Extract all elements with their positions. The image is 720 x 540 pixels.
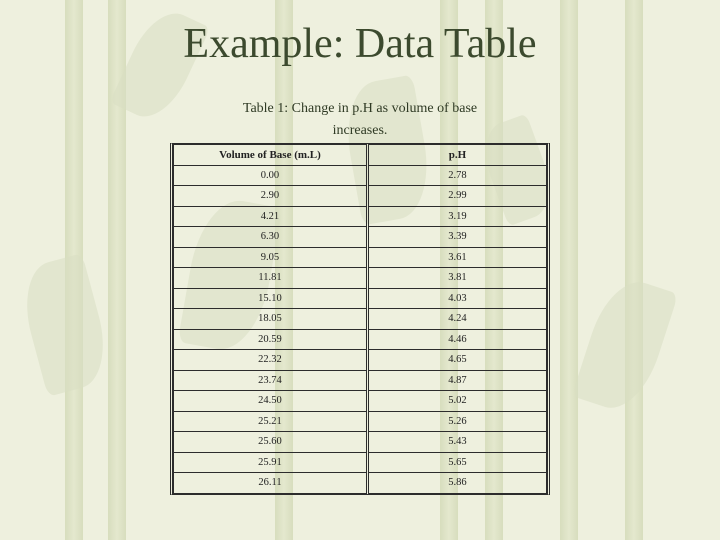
cell-volume: 22.32 [174,350,368,371]
column-header-ph: p.H [367,145,546,166]
cell-ph: 2.99 [367,186,546,207]
cell-ph: 5.43 [367,432,546,453]
cell-volume: 26.11 [174,473,368,494]
cell-ph: 5.26 [367,411,546,432]
cell-volume: 4.21 [174,206,368,227]
cell-ph: 5.02 [367,391,546,412]
cell-volume: 0.00 [174,165,368,186]
cell-ph: 3.19 [367,206,546,227]
data-table: Volume of Base (m.L) p.H 0.002.782.902.9… [173,144,547,494]
cell-ph: 4.03 [367,288,546,309]
table-header-row: Volume of Base (m.L) p.H [174,145,547,166]
table-row: 0.002.78 [174,165,547,186]
table-row: 9.053.61 [174,247,547,268]
cell-ph: 4.24 [367,309,546,330]
cell-ph: 5.65 [367,452,546,473]
cell-ph: 3.81 [367,268,546,289]
table-row: 26.115.86 [174,473,547,494]
table-row: 18.054.24 [174,309,547,330]
cell-volume: 25.60 [174,432,368,453]
cell-volume: 6.30 [174,227,368,248]
column-header-volume: Volume of Base (m.L) [174,145,368,166]
cell-ph: 3.39 [367,227,546,248]
cell-ph: 3.61 [367,247,546,268]
cell-ph: 4.46 [367,329,546,350]
cell-ph: 2.78 [367,165,546,186]
cell-volume: 15.10 [174,288,368,309]
table-row: 15.104.03 [174,288,547,309]
cell-volume: 24.50 [174,391,368,412]
cell-volume: 11.81 [174,268,368,289]
table-row: 20.594.46 [174,329,547,350]
slide-title: Example: Data Table [0,20,720,68]
cell-volume: 25.21 [174,411,368,432]
table-row: 25.215.26 [174,411,547,432]
table-row: 25.915.65 [174,452,547,473]
table-row: 23.744.87 [174,370,547,391]
table-row: 6.303.39 [174,227,547,248]
table-row: 4.213.19 [174,206,547,227]
table-row: 22.324.65 [174,350,547,371]
cell-volume: 9.05 [174,247,368,268]
cell-volume: 2.90 [174,186,368,207]
data-table-container: Volume of Base (m.L) p.H 0.002.782.902.9… [170,143,550,495]
cell-ph: 5.86 [367,473,546,494]
cell-volume: 25.91 [174,452,368,473]
table-caption-line1: Table 1: Change in p.H as volume of base [0,100,720,118]
table-row: 11.813.81 [174,268,547,289]
table-row: 25.605.43 [174,432,547,453]
table-caption-line2: increases. [0,122,720,140]
table-row: 2.902.99 [174,186,547,207]
cell-ph: 4.65 [367,350,546,371]
cell-volume: 23.74 [174,370,368,391]
cell-volume: 18.05 [174,309,368,330]
table-row: 24.505.02 [174,391,547,412]
slide-content: Example: Data Table Table 1: Change in p… [0,0,720,495]
cell-volume: 20.59 [174,329,368,350]
cell-ph: 4.87 [367,370,546,391]
